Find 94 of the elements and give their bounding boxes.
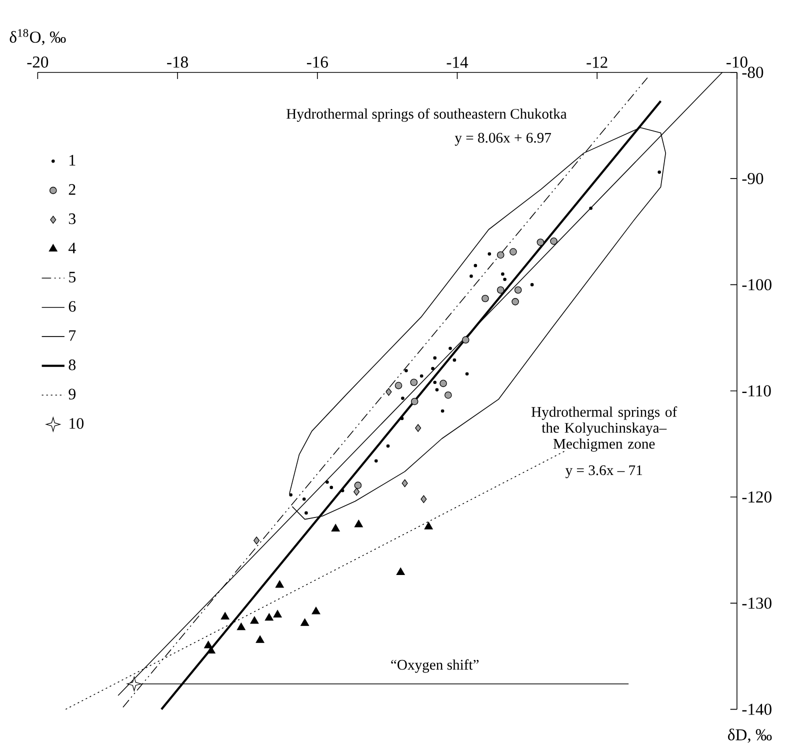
legend-label: 6 [68,301,76,312]
point [415,424,422,432]
point [394,382,402,390]
point [433,356,437,360]
point [236,622,246,630]
y-tick-label: -130 [742,598,772,609]
point [482,294,489,302]
point [386,444,390,448]
point [396,568,405,576]
point [465,372,469,376]
point [254,536,260,545]
point [264,613,274,621]
point [374,459,378,463]
point [410,398,418,406]
point [433,380,437,384]
point [354,488,360,496]
point [273,610,282,618]
point [496,286,504,294]
point [589,206,592,210]
point [250,616,259,624]
point [126,676,142,692]
legend-label: 10 [70,418,84,429]
point [340,489,344,492]
point [658,170,662,174]
point [440,380,447,388]
legend-label: 9 [68,388,76,400]
annotation: “Oxygen shift” [391,659,479,673]
point [206,646,216,654]
annotation: y = 3.6x – 71 [565,465,642,478]
annotation: Hydrothermal springs of the Kolyuchinskaya–Mechigmen zone [532,406,678,452]
point [503,278,506,282]
y-axis-title: δD, ‰ [728,728,772,743]
point [289,493,292,497]
x-tick-label: -14 [446,56,468,68]
point [331,524,340,532]
annotation: Hydrothermal springs of southeastern Chukotka [286,108,567,122]
point [386,388,392,396]
annotation: y = 8.06x + 6.97 [454,132,552,146]
y-tick-label: -140 [742,704,772,715]
point [420,374,424,378]
x-tick-label: -20 [27,56,48,68]
y-tick-label: -110 [742,385,771,397]
point [501,272,504,276]
point [330,486,334,490]
x-tick-label: -16 [306,56,328,68]
y-tick-label: -80 [742,66,764,78]
point [402,479,408,488]
point [444,392,452,399]
x-tick-label: -10 [726,56,748,68]
point [550,238,558,245]
point [435,388,439,392]
x-tick-label: -18 [167,56,188,68]
point [474,264,478,268]
y-tick-label: -100 [742,279,772,290]
point [452,358,456,362]
point [440,409,444,413]
point [462,336,470,344]
legend-label: 7 [69,330,76,341]
point [488,252,492,256]
point [431,366,434,370]
y-tick-label: -120 [742,491,772,503]
legend-label: 4 [68,242,76,254]
legend-label: 2 [68,184,76,195]
legend-label: 3 [68,213,76,224]
point [275,580,284,588]
y-tick-label: -90 [742,173,764,184]
legend-label: 5 [69,272,76,283]
point [510,248,517,256]
point [400,416,404,420]
point [354,520,363,528]
legend-label: 8 [68,360,76,370]
x-tick-label: -12 [586,56,608,68]
point [496,251,504,259]
point [256,636,264,643]
point [424,522,433,530]
point [304,511,308,515]
point [512,298,519,306]
point [401,396,404,400]
point [470,274,473,278]
point [302,498,306,501]
point [354,482,362,490]
point [404,369,408,372]
point [514,286,522,294]
point [530,283,534,286]
point [536,238,544,246]
point [312,606,320,614]
point [410,378,418,386]
point [220,612,230,620]
point [300,618,310,626]
point [448,346,452,350]
x-axis-title: δ$^{18}$O, ‰ [10,29,66,46]
point [326,480,329,484]
point [420,495,427,504]
legend-label: 1 [70,154,76,166]
